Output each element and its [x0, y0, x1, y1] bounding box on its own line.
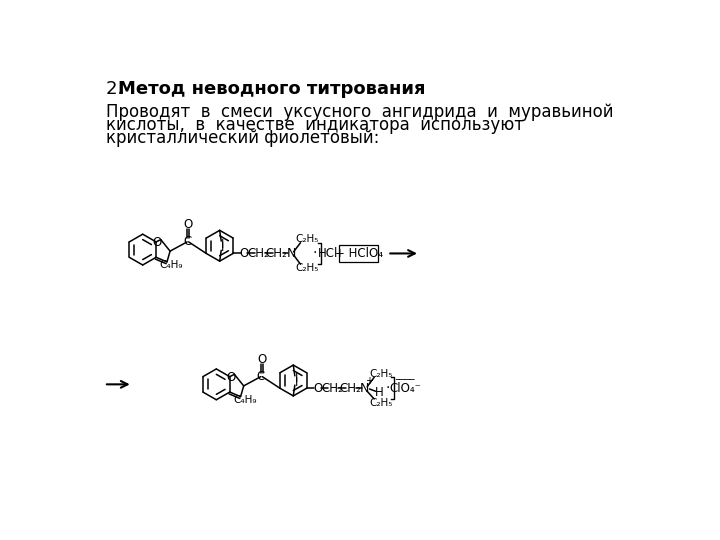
Text: 2.: 2. [106, 80, 128, 98]
Text: C₂H₅: C₂H₅ [369, 398, 393, 408]
Text: I: I [221, 241, 225, 254]
Text: C₂H₅: C₂H₅ [369, 369, 393, 379]
Text: O: O [239, 247, 248, 260]
Text: ‾‾‾‾: ‾‾‾‾ [395, 379, 414, 389]
Text: C: C [183, 235, 192, 248]
Text: O: O [152, 236, 161, 249]
Text: C: C [256, 370, 265, 383]
Text: N: N [360, 382, 369, 395]
Text: C₂H₅: C₂H₅ [296, 263, 319, 273]
Text: N: N [287, 247, 296, 260]
Text: I: I [221, 238, 225, 251]
Text: I: I [294, 375, 298, 389]
Text: O: O [257, 353, 266, 366]
Text: I: I [294, 373, 298, 386]
Text: C₄H₉: C₄H₉ [160, 260, 184, 270]
Text: H: H [374, 386, 383, 399]
Text: ·: · [312, 246, 317, 260]
Text: ClO₄⁻: ClO₄⁻ [390, 382, 421, 395]
Text: Метод неводного титрования: Метод неводного титрования [118, 80, 426, 98]
Text: CH₂: CH₂ [339, 382, 361, 395]
Text: HCl: HCl [318, 247, 338, 260]
Text: O: O [313, 382, 322, 395]
Text: CH₂: CH₂ [248, 247, 269, 260]
Text: +: + [365, 376, 373, 386]
Text: O: O [184, 219, 192, 232]
Text: Проводят  в  смеси  уксусного  ангидрида  и  муравьиной: Проводят в смеси уксусного ангидрида и м… [106, 103, 613, 122]
Text: кислоты,  в  качестве  индикатора  используют: кислоты, в качестве индикатора использую… [106, 117, 523, 134]
Text: кристаллический фиолетовый:: кристаллический фиолетовый: [106, 130, 379, 147]
Text: CH₂: CH₂ [266, 247, 287, 260]
Text: ·: · [386, 381, 390, 395]
FancyBboxPatch shape [339, 245, 378, 262]
Text: CH₂: CH₂ [321, 382, 343, 395]
Text: C₂H₅: C₂H₅ [296, 234, 319, 244]
Text: C₄H₉: C₄H₉ [233, 395, 257, 405]
Text: O: O [226, 371, 235, 384]
Text: + HClO₄: + HClO₄ [335, 247, 382, 260]
